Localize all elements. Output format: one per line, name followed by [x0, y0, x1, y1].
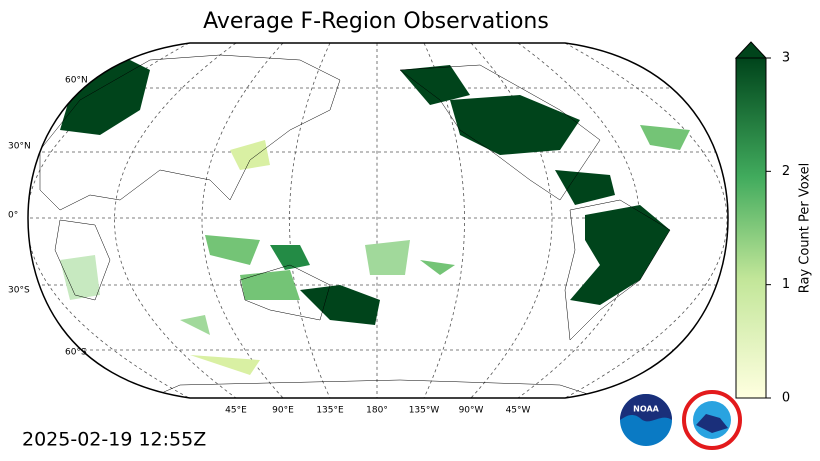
noaa-text: NOAA — [633, 405, 659, 414]
map-border — [27, 42, 729, 399]
title: Average F-Region Observations — [203, 9, 549, 34]
colorbar-tick-label: 3 — [782, 51, 790, 66]
lon-label: 135°E — [316, 406, 344, 416]
region — [640, 125, 690, 150]
lon-label: 90°W — [459, 406, 484, 416]
observation-regions — [60, 55, 690, 375]
noaa-top — [620, 394, 672, 422]
meridian — [289, 43, 331, 398]
nws-logo — [682, 390, 742, 450]
meridian — [201, 43, 284, 398]
region — [180, 315, 210, 335]
region — [450, 95, 580, 155]
noaa-logo: NOAA — [620, 394, 672, 446]
region — [570, 205, 670, 305]
colorbar-tick-label: 1 — [782, 277, 790, 292]
lat-label: 60°S — [65, 348, 87, 358]
meridian — [470, 43, 553, 398]
timestamp: 2025-02-19 12:55Z — [22, 429, 206, 451]
colorbar — [735, 57, 767, 399]
region — [400, 65, 470, 105]
graticule-labels: 60°N 30°N 0° 30°S 60°S 45°E 90°E 135°E 180° 135°W… — [8, 76, 531, 416]
lon-label: 45°E — [225, 406, 247, 416]
nws-mark — [696, 414, 728, 433]
lat-label: 0° — [8, 211, 18, 221]
region — [555, 170, 615, 205]
lon-label: 180° — [366, 406, 388, 416]
colorbar-tick-label: 0 — [782, 391, 790, 406]
region — [365, 240, 410, 275]
colorbar-label: Ray Count Per Voxel — [798, 163, 813, 293]
colorbar-tick-label: 2 — [782, 164, 790, 179]
region — [205, 235, 260, 265]
lon-label: 45°W — [506, 406, 531, 416]
region — [240, 270, 300, 300]
lon-label: 90°E — [272, 406, 294, 416]
colorbar-extend — [734, 41, 768, 59]
region — [190, 355, 260, 375]
region — [230, 140, 270, 170]
lat-label: 60°N — [65, 76, 88, 86]
region — [420, 260, 455, 275]
region — [270, 245, 310, 270]
lat-label: 30°S — [8, 286, 30, 296]
meridian — [564, 43, 728, 398]
region — [60, 255, 100, 300]
meridian — [114, 43, 237, 398]
lat-label: 30°N — [8, 142, 31, 152]
region — [300, 285, 380, 325]
colorbar-ticks: 0 1 2 3 — [766, 51, 790, 406]
region — [60, 55, 150, 135]
lon-label: 135°W — [409, 406, 440, 416]
